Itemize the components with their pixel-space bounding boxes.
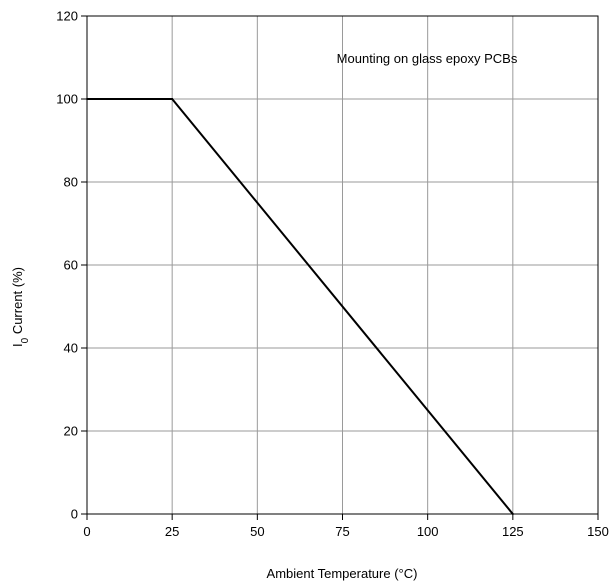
y-tick-label: 20 [64,424,78,439]
y-axis-title-subscript: 0 [20,337,31,343]
x-axis-title: Ambient Temperature (°C) [267,566,418,581]
y-axis-title-rest: Current (%) [10,267,25,338]
grid-lines [87,16,598,514]
y-tick-label: 40 [64,341,78,356]
curve-vertex [511,513,514,515]
x-tick-label: 50 [250,524,264,539]
y-tick-label: 100 [56,92,78,107]
series-group [86,98,514,515]
x-axis-ticks: 0 25 50 75 100 125 150 [83,514,609,539]
x-tick-label: 25 [165,524,179,539]
y-tick-label: 0 [71,507,78,522]
x-tick-label: 100 [417,524,439,539]
y-tick-label: 80 [64,175,78,190]
y-axis-ticks: 0 20 40 60 80 100 120 [56,9,87,522]
x-tick-label: 0 [83,524,90,539]
y-axis-title-main: I [10,343,25,347]
y-tick-label: 60 [64,258,78,273]
annotation-text: Mounting on glass epoxy PCBs [337,51,518,66]
x-tick-label: 75 [335,524,349,539]
y-axis-title: I0 Current (%) [10,267,31,347]
curve-vertex [171,98,174,100]
derating-curve [87,98,514,515]
x-tick-label: 150 [587,524,609,539]
curve-vertex [86,98,88,100]
x-tick-label: 125 [502,524,524,539]
y-tick-label: 120 [56,9,78,24]
